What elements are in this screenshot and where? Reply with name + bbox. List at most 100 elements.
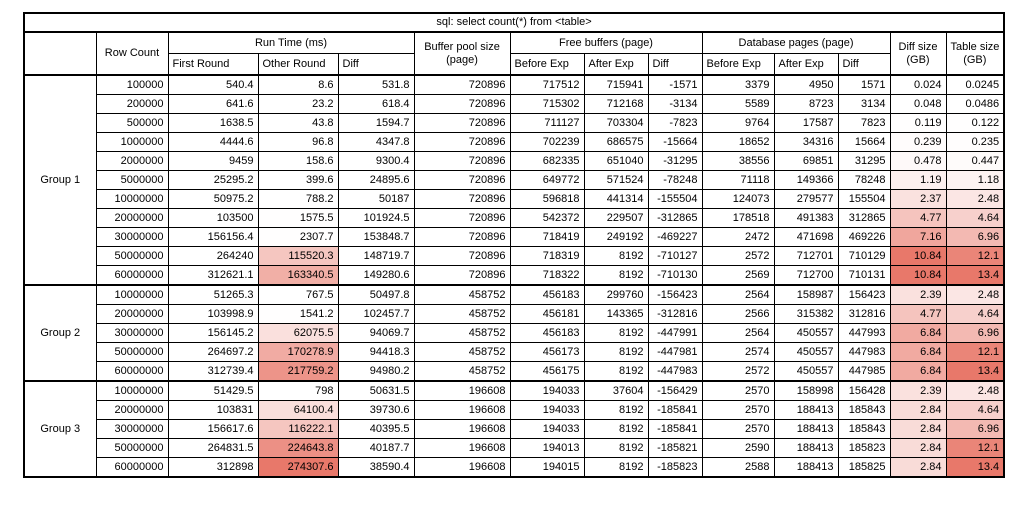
run-time-diff-cell: 40187.7 bbox=[337, 438, 415, 458]
run-time-diff-cell: 9300.4 bbox=[337, 151, 415, 171]
database-pages-header: Database pages (page) bbox=[701, 31, 891, 54]
buffer-pool-size-cell: 196608 bbox=[413, 400, 511, 420]
buffer-pool-size-cell: 196608 bbox=[413, 457, 511, 478]
free-diff-cell: -3134 bbox=[647, 94, 703, 114]
diff-size-gb-cell: 2.84 bbox=[889, 457, 947, 478]
diff-size-gb-cell: 0.119 bbox=[889, 113, 947, 133]
other-round-cell: 170278.9 bbox=[257, 342, 339, 362]
buffer-pool-size-cell: 196608 bbox=[413, 419, 511, 439]
free-after-exp-cell: 37604 bbox=[583, 380, 649, 401]
free-diff-cell: -156429 bbox=[647, 380, 703, 401]
buffer-pool-header-line2: (page) bbox=[446, 53, 478, 66]
first-round-cell: 156145.2 bbox=[167, 323, 259, 343]
free-diff-cell: -155504 bbox=[647, 189, 703, 209]
db-diff-cell: 78248 bbox=[837, 170, 891, 190]
table-row: 50000000 264697.2 170278.9 94418.3 458752 456… bbox=[24, 342, 1005, 362]
free-diff-cell: -710127 bbox=[647, 246, 703, 266]
free-before-exp-cell: 596818 bbox=[509, 189, 585, 209]
db-before-exp-cell: 3379 bbox=[701, 74, 775, 95]
db-before-exp-cell: 9764 bbox=[701, 113, 775, 133]
run-time-diff-cell: 148719.7 bbox=[337, 246, 415, 266]
db-after-exp-cell: 158998 bbox=[773, 380, 839, 401]
db-before-exp-cell: 2570 bbox=[701, 400, 775, 420]
diff-size-gb-cell: 6.84 bbox=[889, 323, 947, 343]
free-diff-cell: -7823 bbox=[647, 113, 703, 133]
db-diff-cell: 185825 bbox=[837, 457, 891, 478]
row-count-cell: 60000000 bbox=[95, 361, 169, 382]
db-before-exp-header: Before Exp bbox=[701, 53, 775, 76]
free-buffers-header: Free buffers (page) bbox=[509, 31, 703, 54]
db-after-exp-cell: 188413 bbox=[773, 457, 839, 478]
free-diff-header: Diff bbox=[647, 53, 703, 76]
buffer-pool-size-cell: 720896 bbox=[413, 246, 511, 266]
db-before-exp-cell: 2572 bbox=[701, 361, 775, 382]
db-before-exp-cell: 2472 bbox=[701, 227, 775, 247]
db-after-exp-cell: 450557 bbox=[773, 342, 839, 362]
diff-size-gb-cell: 2.84 bbox=[889, 400, 947, 420]
free-before-exp-cell: 456175 bbox=[509, 361, 585, 382]
run-time-diff-cell: 40395.5 bbox=[337, 419, 415, 439]
first-round-cell: 103998.9 bbox=[167, 304, 259, 324]
first-round-cell: 156156.4 bbox=[167, 227, 259, 247]
run-time-diff-cell: 4347.8 bbox=[337, 132, 415, 152]
free-diff-cell: -185821 bbox=[647, 438, 703, 458]
run-time-diff-cell: 94069.7 bbox=[337, 323, 415, 343]
db-after-exp-cell: 4950 bbox=[773, 74, 839, 95]
first-round-cell: 312621.1 bbox=[167, 265, 259, 286]
table-size-gb-cell: 13.4 bbox=[945, 361, 1005, 382]
db-after-exp-cell: 491383 bbox=[773, 208, 839, 228]
table-body: Group 1 100000 540.4 8.6 531.8 720896 717512 71… bbox=[23, 74, 1005, 478]
db-diff-cell: 15664 bbox=[837, 132, 891, 152]
buffer-pool-size-cell: 720896 bbox=[413, 74, 511, 95]
free-after-exp-cell: 651040 bbox=[583, 151, 649, 171]
free-before-exp-cell: 682335 bbox=[509, 151, 585, 171]
run-time-diff-cell: 1594.7 bbox=[337, 113, 415, 133]
table-size-gb-cell: 0.0486 bbox=[945, 94, 1005, 114]
first-round-cell: 540.4 bbox=[167, 74, 259, 95]
db-diff-cell: 185843 bbox=[837, 400, 891, 420]
table-title: sql: select count(*) from <table> bbox=[23, 12, 1005, 33]
first-round-cell: 50975.2 bbox=[167, 189, 259, 209]
db-diff-cell: 710131 bbox=[837, 265, 891, 286]
buffer-pool-size-cell: 720896 bbox=[413, 208, 511, 228]
run-time-diff-cell: 153848.7 bbox=[337, 227, 415, 247]
db-after-exp-cell: 712700 bbox=[773, 265, 839, 286]
first-round-header: First Round bbox=[167, 53, 259, 76]
db-after-exp-cell: 17587 bbox=[773, 113, 839, 133]
diff-size-gb-cell: 10.84 bbox=[889, 265, 947, 286]
db-before-exp-cell: 178518 bbox=[701, 208, 775, 228]
buffer-pool-size-cell: 720896 bbox=[413, 94, 511, 114]
free-diff-cell: -447991 bbox=[647, 323, 703, 343]
table-row: Group 3 10000000 51429.5 798 50631.5 196608 19… bbox=[23, 380, 1005, 478]
table-row: 50000000 264240 115520.3 148719.7 720896 7183… bbox=[24, 246, 1005, 266]
table-size-header: Table size (GB) bbox=[945, 31, 1005, 76]
other-round-cell: 64100.4 bbox=[257, 400, 339, 420]
table-size-gb-cell: 13.4 bbox=[945, 265, 1005, 286]
header-row-groups: Row Count Run Time (ms) Buffer pool size… bbox=[23, 31, 1005, 76]
free-diff-cell: -185823 bbox=[647, 457, 703, 478]
free-before-exp-cell: 194015 bbox=[509, 457, 585, 478]
first-round-cell: 103500 bbox=[167, 208, 259, 228]
table-title-row: sql: select count(*) from <table> bbox=[23, 12, 1005, 33]
free-after-exp-cell: 441314 bbox=[583, 189, 649, 209]
table-size-gb-cell: 13.4 bbox=[945, 457, 1005, 478]
db-before-exp-cell: 2590 bbox=[701, 438, 775, 458]
buffer-pool-size-cell: 458752 bbox=[413, 284, 511, 305]
db-before-exp-cell: 5589 bbox=[701, 94, 775, 114]
header-row-subcolumns: First Round Other Round Diff Before Exp … bbox=[24, 53, 1004, 76]
db-after-exp-cell: 69851 bbox=[773, 151, 839, 171]
buffer-pool-size-cell: 720896 bbox=[413, 189, 511, 209]
table-size-gb-cell: 1.18 bbox=[945, 170, 1005, 190]
db-diff-cell: 710129 bbox=[837, 246, 891, 266]
table-size-gb-cell: 2.48 bbox=[945, 380, 1005, 401]
first-round-cell: 641.6 bbox=[167, 94, 259, 114]
table-row: 200000 641.6 23.2 618.4 720896 715302 712168 -3… bbox=[24, 94, 1005, 114]
free-after-exp-cell: 8192 bbox=[583, 265, 649, 286]
row-count-cell: 10000000 bbox=[95, 284, 169, 305]
diff-size-gb-cell: 0.478 bbox=[889, 151, 947, 171]
free-diff-cell: -312816 bbox=[647, 304, 703, 324]
run-time-diff-cell: 50497.8 bbox=[337, 284, 415, 305]
diff-size-gb-cell: 2.37 bbox=[889, 189, 947, 209]
diff-size-gb-cell: 0.239 bbox=[889, 132, 947, 152]
